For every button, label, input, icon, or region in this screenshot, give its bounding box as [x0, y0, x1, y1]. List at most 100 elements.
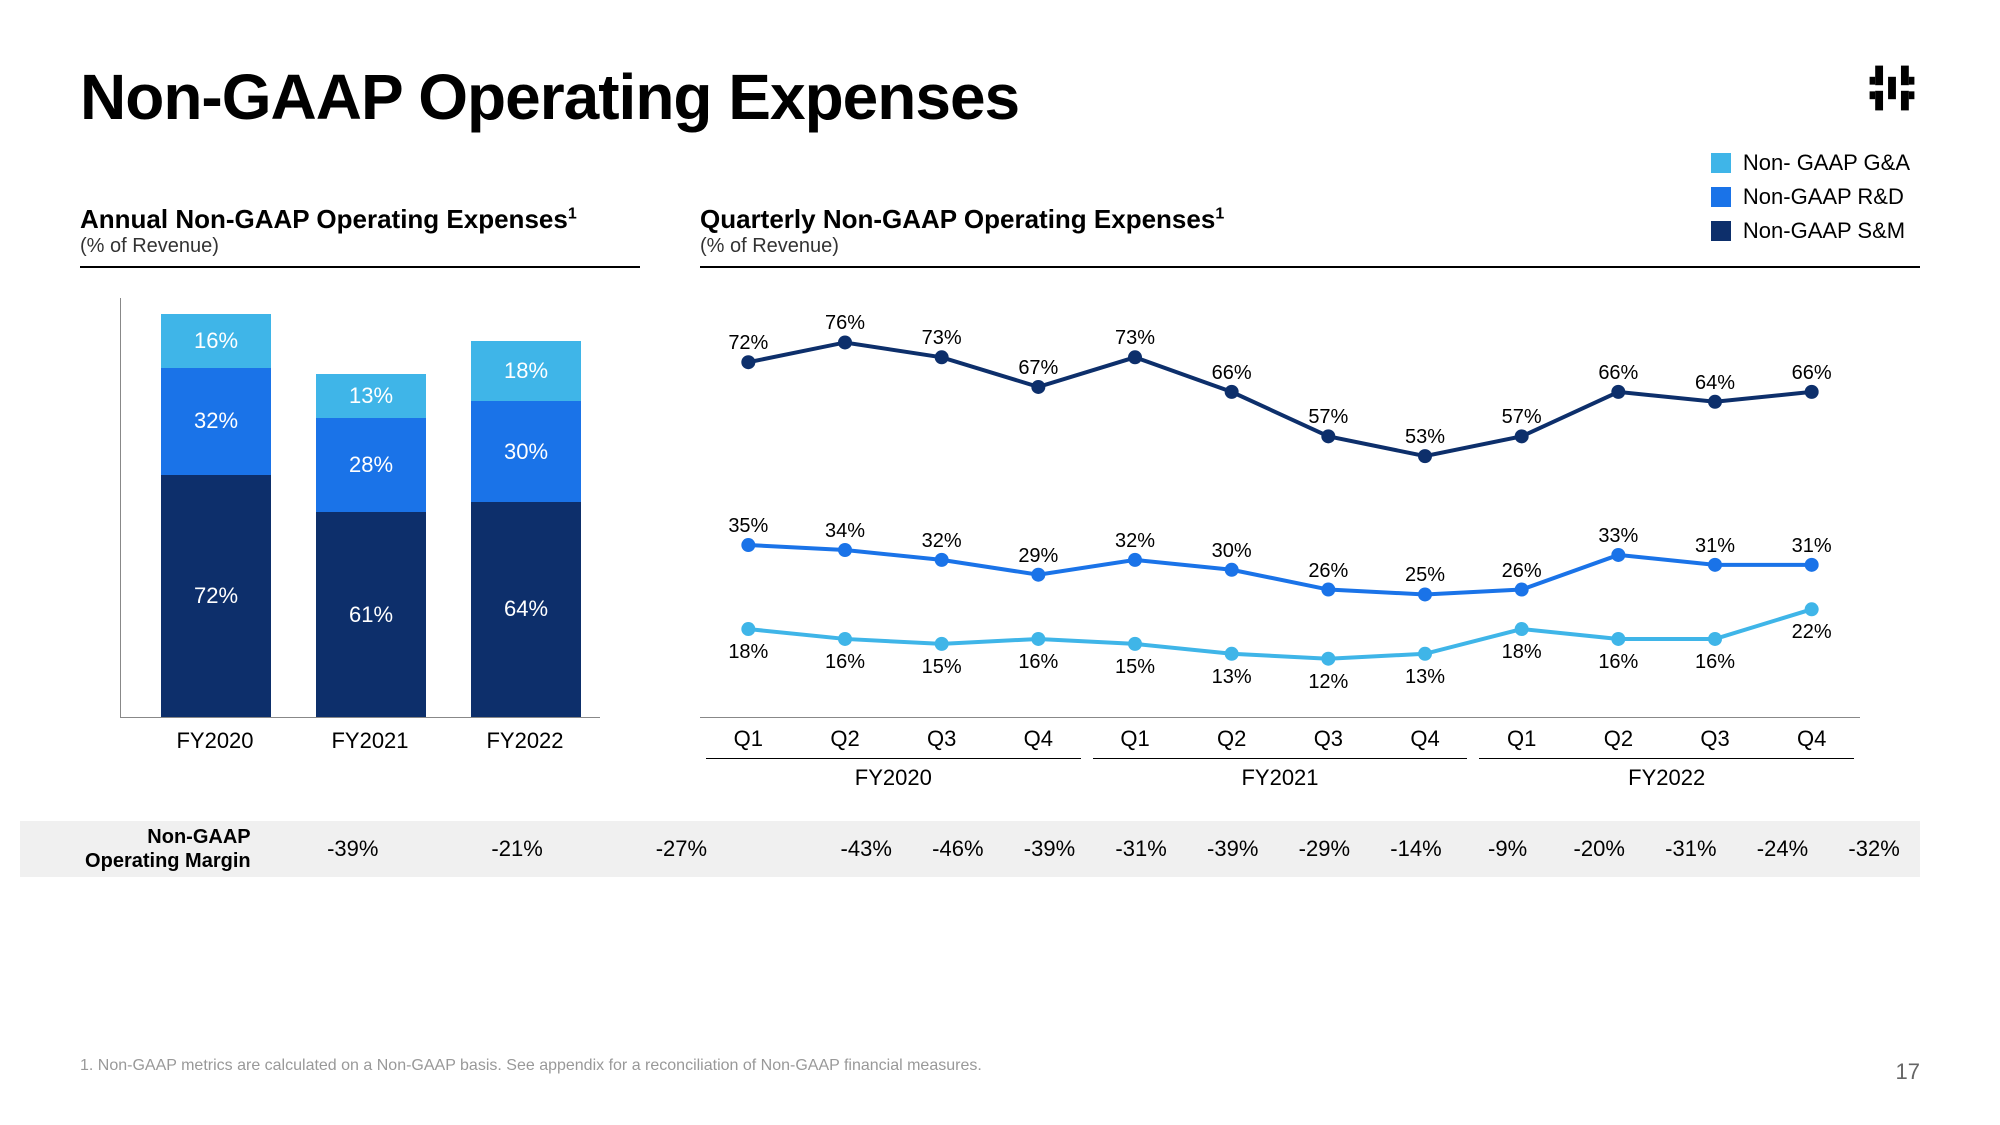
- margin-quarterly-value: -31%: [1095, 836, 1187, 862]
- fy-label: FY2021: [1087, 765, 1474, 791]
- data-point: [838, 632, 852, 646]
- bar-chart-subtitle: (% of Revenue): [80, 235, 640, 258]
- data-point: [1611, 548, 1625, 562]
- quarter-label: Q1: [1473, 726, 1570, 752]
- data-point: [935, 350, 949, 364]
- data-point: [1708, 395, 1722, 409]
- data-point: [1708, 558, 1722, 572]
- bar-segment: 32%: [161, 368, 271, 476]
- quarter-label: Q2: [1570, 726, 1667, 752]
- legend-swatch: [1711, 153, 1731, 173]
- data-point: [1321, 429, 1335, 443]
- margin-annual-value: -27%: [599, 836, 763, 862]
- data-point: [1611, 385, 1625, 399]
- footnote: 1. Non-GAAP metrics are calculated on a …: [80, 1057, 982, 1075]
- line-series: [748, 609, 1811, 658]
- divider: [706, 758, 1081, 759]
- data-point: [1418, 587, 1432, 601]
- margin-quarterly-value: -46%: [912, 836, 1004, 862]
- divider: [1093, 758, 1468, 759]
- fy-label: FY2022: [1473, 765, 1860, 791]
- data-point: [1418, 449, 1432, 463]
- legend-label: Non-GAAP R&D: [1743, 184, 1904, 210]
- data-point: [1321, 652, 1335, 666]
- data-point: [1128, 553, 1142, 567]
- bar-chart-title: Annual Non-GAAP Operating Expenses1: [80, 204, 640, 235]
- data-point: [1321, 583, 1335, 597]
- fy-group: FY2020: [700, 756, 1087, 791]
- quarter-label: Q2: [797, 726, 894, 752]
- fy-label: FY2020: [700, 765, 1087, 791]
- data-point: [1805, 602, 1819, 616]
- quarter-label: Q4: [990, 726, 1087, 752]
- fy-group: FY2021: [1087, 756, 1474, 791]
- data-point: [838, 335, 852, 349]
- margin-quarterly-value: -9%: [1462, 836, 1554, 862]
- margin-quarterly-value: -20%: [1553, 836, 1645, 862]
- bar-x-label: FY2022: [470, 728, 580, 754]
- data-point: [1225, 385, 1239, 399]
- legend-item: Non-GAAP R&D: [1711, 184, 1910, 210]
- data-point: [741, 622, 755, 636]
- bar-segment: 30%: [471, 401, 581, 502]
- quarter-label: Q3: [893, 726, 990, 752]
- margin-label: Non-GAAP Operating Margin: [80, 825, 271, 873]
- data-point: [1225, 647, 1239, 661]
- bar-group: 72%32%16%: [161, 314, 271, 717]
- quarter-label: Q2: [1183, 726, 1280, 752]
- bar-segment: 13%: [316, 374, 426, 418]
- bar-x-label: FY2021: [315, 728, 425, 754]
- bar-group: 64%30%18%: [471, 341, 581, 717]
- data-point: [1128, 637, 1142, 651]
- bar-segment: 16%: [161, 314, 271, 368]
- bar-segment: 61%: [316, 512, 426, 717]
- data-point: [1031, 380, 1045, 394]
- line-series: [748, 545, 1811, 594]
- data-point: [1515, 583, 1529, 597]
- margin-quarterly-value: -29%: [1279, 836, 1371, 862]
- bar-segment: 72%: [161, 475, 271, 717]
- data-point: [1805, 385, 1819, 399]
- quarter-label: Q3: [1667, 726, 1764, 752]
- legend-swatch: [1711, 221, 1731, 241]
- page-title: Non-GAAP Operating Expenses: [80, 60, 1019, 134]
- fy-group: FY2022: [1473, 756, 1860, 791]
- data-point: [1225, 563, 1239, 577]
- margin-annual-value: -21%: [435, 836, 599, 862]
- data-point: [935, 553, 949, 567]
- legend: Non- GAAP G&A Non-GAAP R&D Non-GAAP S&M: [1711, 150, 1910, 252]
- bar-group: 61%28%13%: [316, 374, 426, 717]
- legend-item: Non-GAAP S&M: [1711, 218, 1910, 244]
- margin-quarterly-value: -14%: [1370, 836, 1462, 862]
- bar-x-label: FY2020: [160, 728, 270, 754]
- divider: [700, 266, 1920, 268]
- margin-quarterly-value: -31%: [1645, 836, 1737, 862]
- data-point: [1418, 647, 1432, 661]
- margin-quarterly-value: -39%: [1004, 836, 1096, 862]
- margin-annual-value: -39%: [271, 836, 435, 862]
- quarter-label: Q1: [700, 726, 797, 752]
- data-point: [741, 538, 755, 552]
- quarter-label: Q4: [1763, 726, 1860, 752]
- data-point: [1708, 632, 1722, 646]
- bar-segment: 64%: [471, 502, 581, 717]
- data-point: [1515, 622, 1529, 636]
- data-point: [838, 543, 852, 557]
- data-point: [1128, 350, 1142, 364]
- legend-label: Non- GAAP G&A: [1743, 150, 1910, 176]
- margin-quarterly-value: -43%: [820, 836, 912, 862]
- data-point: [1611, 632, 1625, 646]
- data-point: [1031, 568, 1045, 582]
- legend-item: Non- GAAP G&A: [1711, 150, 1910, 176]
- line-series: [748, 342, 1811, 456]
- legend-label: Non-GAAP S&M: [1743, 218, 1905, 244]
- quarter-label: Q3: [1280, 726, 1377, 752]
- legend-swatch: [1711, 187, 1731, 207]
- data-point: [741, 355, 755, 369]
- margin-quarterly-value: -32%: [1828, 836, 1920, 862]
- data-point: [935, 637, 949, 651]
- margin-quarterly-value: -24%: [1737, 836, 1829, 862]
- data-point: [1805, 558, 1819, 572]
- data-point: [1031, 632, 1045, 646]
- page-number: 17: [1896, 1059, 1920, 1085]
